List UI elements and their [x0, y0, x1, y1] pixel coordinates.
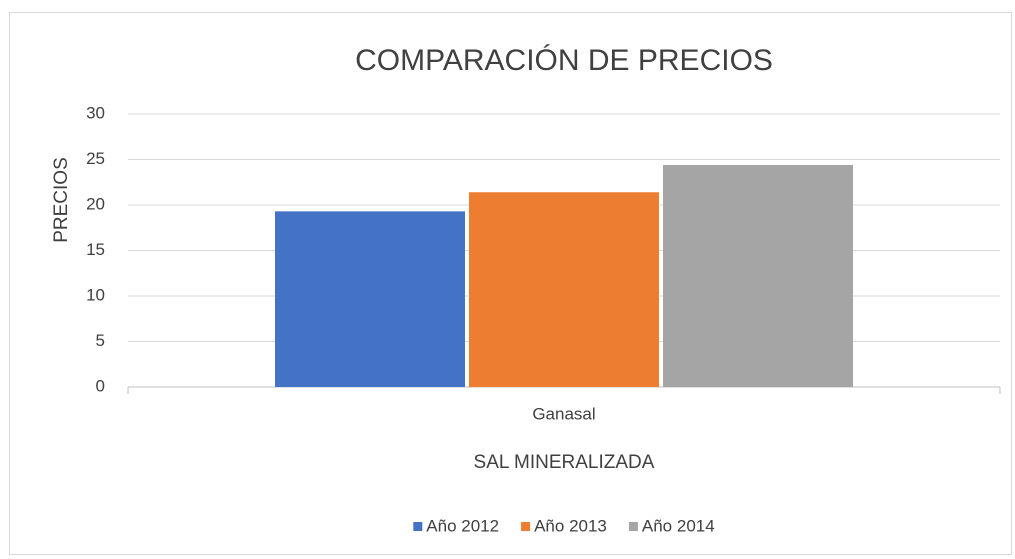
x-axis-label: SAL MINERALIZADA — [474, 452, 655, 473]
y-tick-label: 10 — [86, 285, 105, 304]
y-tick-label: 20 — [86, 194, 105, 213]
legend-swatch — [628, 522, 638, 531]
bar — [469, 192, 659, 387]
chart-title: COMPARACIÓN DE PRECIOS — [355, 44, 773, 77]
y-tick-label: 0 — [96, 376, 105, 395]
y-tick-label: 15 — [86, 240, 105, 259]
bar — [663, 164, 853, 387]
y-tick-label: 25 — [86, 149, 105, 168]
x-tick-label: Ganasal — [532, 404, 595, 423]
bar — [275, 211, 465, 387]
legend-label: Año 2013 — [534, 516, 607, 535]
y-axis-label: PRECIOS — [51, 157, 72, 243]
legend-label: Año 2012 — [426, 516, 499, 535]
legend-swatch — [521, 522, 531, 531]
legend-swatch — [413, 522, 423, 531]
legend-label: Año 2014 — [642, 516, 715, 535]
y-tick-label: 30 — [86, 103, 105, 122]
y-tick-label: 5 — [96, 331, 105, 350]
